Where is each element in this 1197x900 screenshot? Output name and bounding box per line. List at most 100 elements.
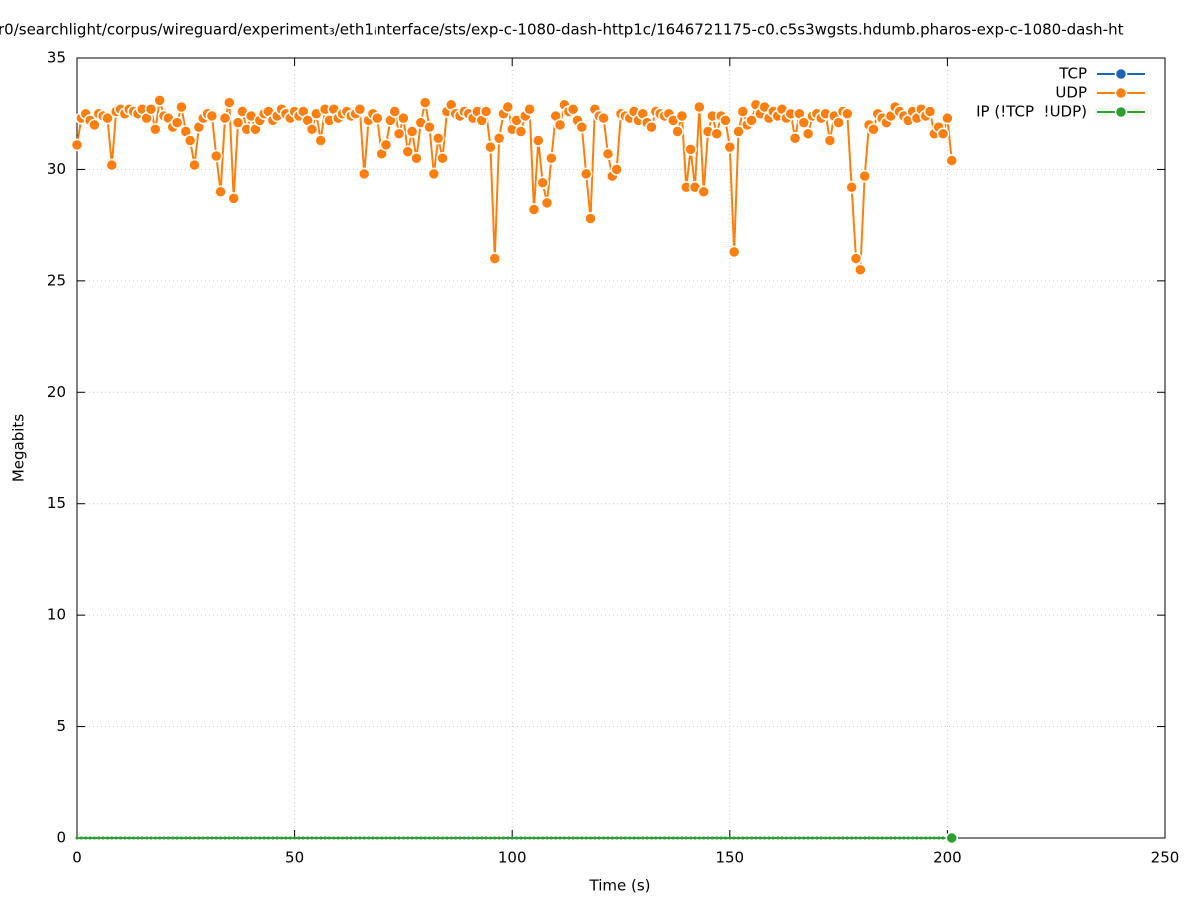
data-point <box>358 836 362 840</box>
data-point <box>898 836 902 840</box>
data-point <box>410 836 414 840</box>
data-point <box>832 116 845 129</box>
data-point <box>79 836 83 840</box>
data-point <box>654 836 658 840</box>
data-point <box>144 103 158 116</box>
x-tick-label: 50 <box>285 849 304 867</box>
data-point <box>149 836 153 840</box>
data-point <box>484 140 497 154</box>
data-point <box>214 185 227 198</box>
data-point <box>388 105 401 118</box>
data-point <box>219 836 223 840</box>
data-point <box>227 192 240 205</box>
data-point <box>392 127 406 141</box>
data-point <box>532 836 536 840</box>
legend-label: UDP <box>1055 84 1087 102</box>
data-point <box>797 836 801 840</box>
data-point <box>745 836 749 840</box>
data-point <box>306 836 310 840</box>
data-point <box>571 836 575 840</box>
legend-label: IP (!TCP !UDP) <box>976 103 1087 121</box>
data-point <box>101 111 114 125</box>
data-point <box>536 836 540 840</box>
data-point <box>732 125 745 138</box>
data-point <box>314 134 327 147</box>
y-axis-label: Megabits <box>10 414 28 482</box>
data-point <box>854 836 858 840</box>
data-point <box>305 123 319 136</box>
data-point <box>745 114 758 127</box>
data-point <box>454 836 458 840</box>
data-point <box>210 836 214 840</box>
data-point <box>849 252 863 265</box>
data-point <box>606 836 610 840</box>
data-point <box>806 836 810 840</box>
data-point <box>880 836 884 840</box>
data-point <box>428 836 432 840</box>
data-point <box>584 212 597 225</box>
data-point <box>97 836 101 840</box>
data-point <box>780 836 784 840</box>
data-point <box>323 836 327 840</box>
data-point <box>262 836 266 840</box>
data-point <box>414 836 418 840</box>
y-tick-label: 25 <box>47 271 66 289</box>
data-point <box>906 836 910 840</box>
data-point <box>227 836 231 840</box>
data-point <box>741 836 745 840</box>
data-point <box>876 836 880 840</box>
data-point <box>406 836 410 840</box>
data-point <box>193 836 197 840</box>
data-point <box>763 836 767 840</box>
data-point <box>579 167 593 181</box>
data-point <box>867 836 871 840</box>
data-point <box>310 836 314 840</box>
data-point <box>737 836 741 840</box>
data-point <box>945 154 959 167</box>
data-point <box>357 167 371 181</box>
data-point <box>288 836 292 840</box>
data-point <box>732 836 736 840</box>
data-point <box>727 245 741 259</box>
data-point <box>540 196 554 210</box>
data-point <box>645 836 649 840</box>
data-point <box>423 836 427 840</box>
legend-swatch <box>1114 105 1128 119</box>
data-point <box>528 836 532 840</box>
data-point <box>889 836 893 840</box>
data-point <box>475 836 479 840</box>
data-point <box>132 836 136 840</box>
data-point <box>658 836 662 840</box>
data-point <box>479 105 493 118</box>
legend-swatch <box>1114 67 1128 81</box>
data-point <box>554 836 558 840</box>
data-point <box>832 836 836 840</box>
data-point <box>170 116 184 129</box>
data-point <box>327 836 331 840</box>
data-point <box>210 149 223 163</box>
data-point <box>231 116 245 129</box>
data-point <box>680 836 684 840</box>
data-point <box>815 836 819 840</box>
x-tick-label: 200 <box>933 849 962 867</box>
data-point <box>462 836 466 840</box>
data-point <box>915 836 919 840</box>
data-point <box>401 836 405 840</box>
data-point <box>841 107 854 120</box>
data-point <box>536 176 549 190</box>
data-point <box>110 836 114 840</box>
data-point <box>332 836 336 840</box>
data-point <box>841 836 845 840</box>
data-point <box>863 836 867 840</box>
data-point <box>514 125 528 138</box>
data-point <box>693 836 697 840</box>
data-point <box>575 120 589 134</box>
data-point <box>562 836 566 840</box>
data-point <box>610 836 614 840</box>
x-tick-label: 150 <box>715 849 744 867</box>
data-point <box>271 836 275 840</box>
data-point <box>758 836 762 840</box>
data-point <box>488 252 502 265</box>
data-point <box>105 836 109 840</box>
data-point <box>601 147 615 161</box>
